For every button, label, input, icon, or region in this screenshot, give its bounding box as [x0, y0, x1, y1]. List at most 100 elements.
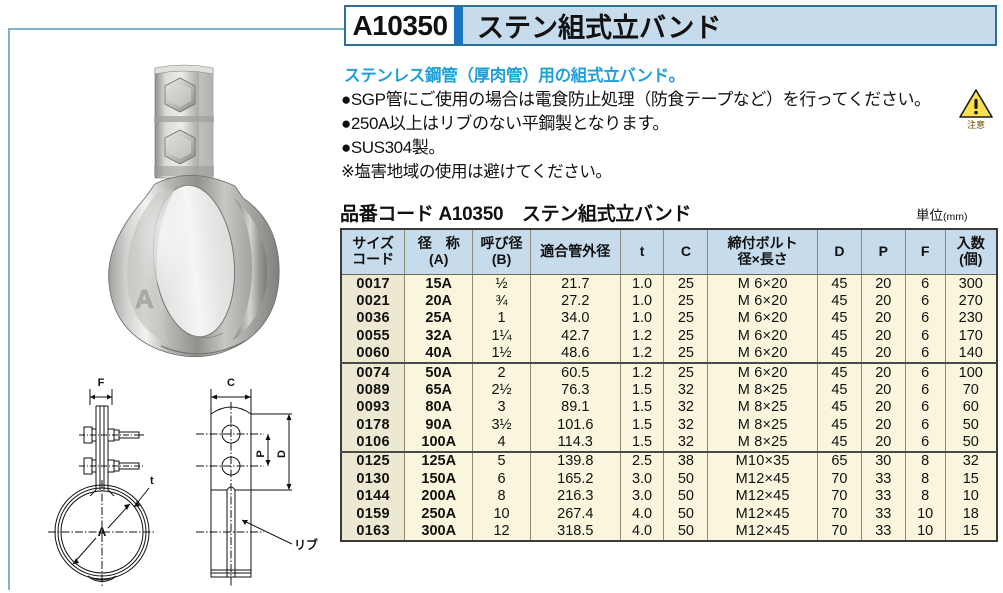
cell-code: 0060: [340, 344, 406, 364]
cell-nominal_b: 1½: [472, 344, 531, 364]
cell-p: 20: [860, 344, 906, 364]
cell-nominal_b: 2: [472, 362, 531, 382]
cell-nominal_a: 25A: [404, 309, 474, 328]
column-header-8: P: [860, 228, 906, 275]
cell-nominal_a: 300A: [404, 522, 474, 542]
cell-t: 4.0: [619, 522, 665, 542]
cell-t: 2.5: [619, 451, 665, 471]
cell-qty: 270: [944, 292, 998, 310]
cell-nominal_a: 20A: [404, 292, 474, 310]
column-header-5: C: [663, 228, 709, 275]
description-bullets: ●SGP管にご使用の場合は電食防止処理（防食テープなど）を行ってください。 ●2…: [341, 88, 931, 184]
cell-nominal_a: 90A: [404, 416, 474, 434]
cell-qty: 15: [944, 470, 998, 488]
cell-nominal_b: ½: [472, 274, 531, 293]
cell-qty: 300: [944, 274, 998, 293]
cell-f: 10: [904, 522, 946, 542]
cell-bolt: M12×45: [707, 487, 819, 506]
cell-bolt: M10×35: [707, 451, 819, 471]
table-title: 品番コード A10350 ステン組式立バンド: [340, 204, 692, 225]
cell-c: 50: [663, 487, 709, 506]
svg-text:C: C: [227, 377, 235, 389]
cell-c: 25: [663, 274, 709, 293]
cell-d: 65: [817, 451, 862, 471]
cell-t: 1.5: [619, 416, 665, 434]
table-row: 0125 125A 5 139.8 2.5 38 M10×35 65 30 8 32: [340, 451, 998, 471]
cell-d: 45: [817, 398, 862, 417]
cell-bolt: M 8×25: [707, 381, 819, 399]
cell-qty: 50: [944, 416, 998, 434]
svg-text:t: t: [150, 475, 154, 487]
column-header-7: D: [817, 228, 862, 275]
cell-code: 0074: [340, 362, 406, 382]
cell-f: 6: [904, 416, 946, 434]
cell-outer_dia: 267.4: [529, 505, 621, 523]
cell-d: 70: [817, 470, 862, 488]
table-row: 0106 100A 4 114.3 1.5 32 M 8×25 45 20 6 50: [340, 433, 998, 453]
table-row: 0093 80A 3 89.1 1.5 32 M 8×25 45 20 6 60: [340, 398, 998, 417]
cell-nominal_b: 5: [472, 451, 531, 471]
cell-c: 25: [663, 309, 709, 328]
cell-t: 1.0: [619, 292, 665, 310]
cell-t: 1.5: [619, 433, 665, 453]
cell-nominal_b: 3: [472, 398, 531, 417]
cell-p: 20: [860, 327, 906, 345]
cell-code: 0178: [340, 416, 406, 434]
cell-nominal_a: 50A: [404, 362, 474, 382]
table-row: 0055 32A 1¼ 42.7 1.2 25 M 6×20 45 20 6 170: [340, 327, 998, 345]
cell-code: 0093: [340, 398, 406, 417]
cell-nominal_b: 2½: [472, 381, 531, 399]
cell-outer_dia: 27.2: [529, 292, 621, 310]
cell-nominal_a: 125A: [404, 451, 474, 471]
cell-nominal_a: 15A: [404, 274, 474, 293]
cell-qty: 140: [944, 344, 998, 364]
cell-p: 20: [860, 292, 906, 310]
table-row: 0017 15A ½ 21.7 1.0 25 M 6×20 45 20 6 300: [340, 274, 998, 293]
cell-c: 25: [663, 362, 709, 382]
cell-bolt: M 8×25: [707, 433, 819, 453]
cell-bolt: M 6×20: [707, 274, 819, 293]
cell-nominal_a: 250A: [404, 505, 474, 523]
cell-nominal_a: 40A: [404, 344, 474, 364]
bullet-item-1: ●SGP管にご使用の場合は電食防止処理（防食テープなど）を行ってください。: [341, 90, 931, 109]
cell-p: 30: [860, 451, 906, 471]
column-header-9: F: [904, 228, 946, 275]
cell-nominal_b: ¾: [472, 292, 531, 310]
cell-qty: 230: [944, 309, 998, 328]
cell-outer_dia: 21.7: [529, 274, 621, 293]
frame-top-border: [8, 28, 346, 30]
cell-bolt: M12×45: [707, 522, 819, 542]
cell-outer_dia: 165.2: [529, 470, 621, 488]
table-row: 0130 150A 6 165.2 3.0 50 M12×45 70 33 8 15: [340, 470, 998, 488]
cell-nominal_a: 80A: [404, 398, 474, 417]
cell-qty: 32: [944, 451, 998, 471]
table-row: 0144 200A 8 216.3 3.0 50 M12×45 70 33 8 10: [340, 487, 998, 506]
cell-t: 1.2: [619, 344, 665, 364]
unit-text: 単位: [916, 208, 943, 223]
cell-c: 25: [663, 292, 709, 310]
cell-f: 6: [904, 309, 946, 328]
description-lead: ステンレス鋼管（厚肉管）用の組式立バンド。: [344, 67, 685, 85]
cell-d: 45: [817, 381, 862, 399]
cell-nominal_b: 10: [472, 505, 531, 523]
cell-c: 32: [663, 381, 709, 399]
cell-code: 0055: [340, 327, 406, 345]
cell-nominal_a: 200A: [404, 487, 474, 506]
cell-qty: 170: [944, 327, 998, 345]
cell-bolt: M 6×20: [707, 344, 819, 364]
column-header-6: 締付ボルト 径×長さ: [707, 228, 819, 275]
header-divider: [454, 7, 463, 44]
cell-code: 0163: [340, 522, 406, 542]
cell-c: 25: [663, 327, 709, 345]
cell-code: 0017: [340, 274, 406, 293]
cell-f: 6: [904, 381, 946, 399]
cell-code: 0089: [340, 381, 406, 399]
cell-c: 50: [663, 470, 709, 488]
svg-text:A: A: [135, 284, 154, 314]
caution-label: 注意: [966, 120, 985, 130]
table-row: 0159 250A 10 267.4 4.0 50 M12×45 70 33 10 18: [340, 505, 998, 523]
cell-outer_dia: 60.5: [529, 362, 621, 382]
table-row: 0163 300A 12 318.5 4.0 50 M12×45 70 33 10 15: [340, 522, 998, 542]
cell-c: 50: [663, 522, 709, 542]
cell-t: 1.2: [619, 327, 665, 345]
